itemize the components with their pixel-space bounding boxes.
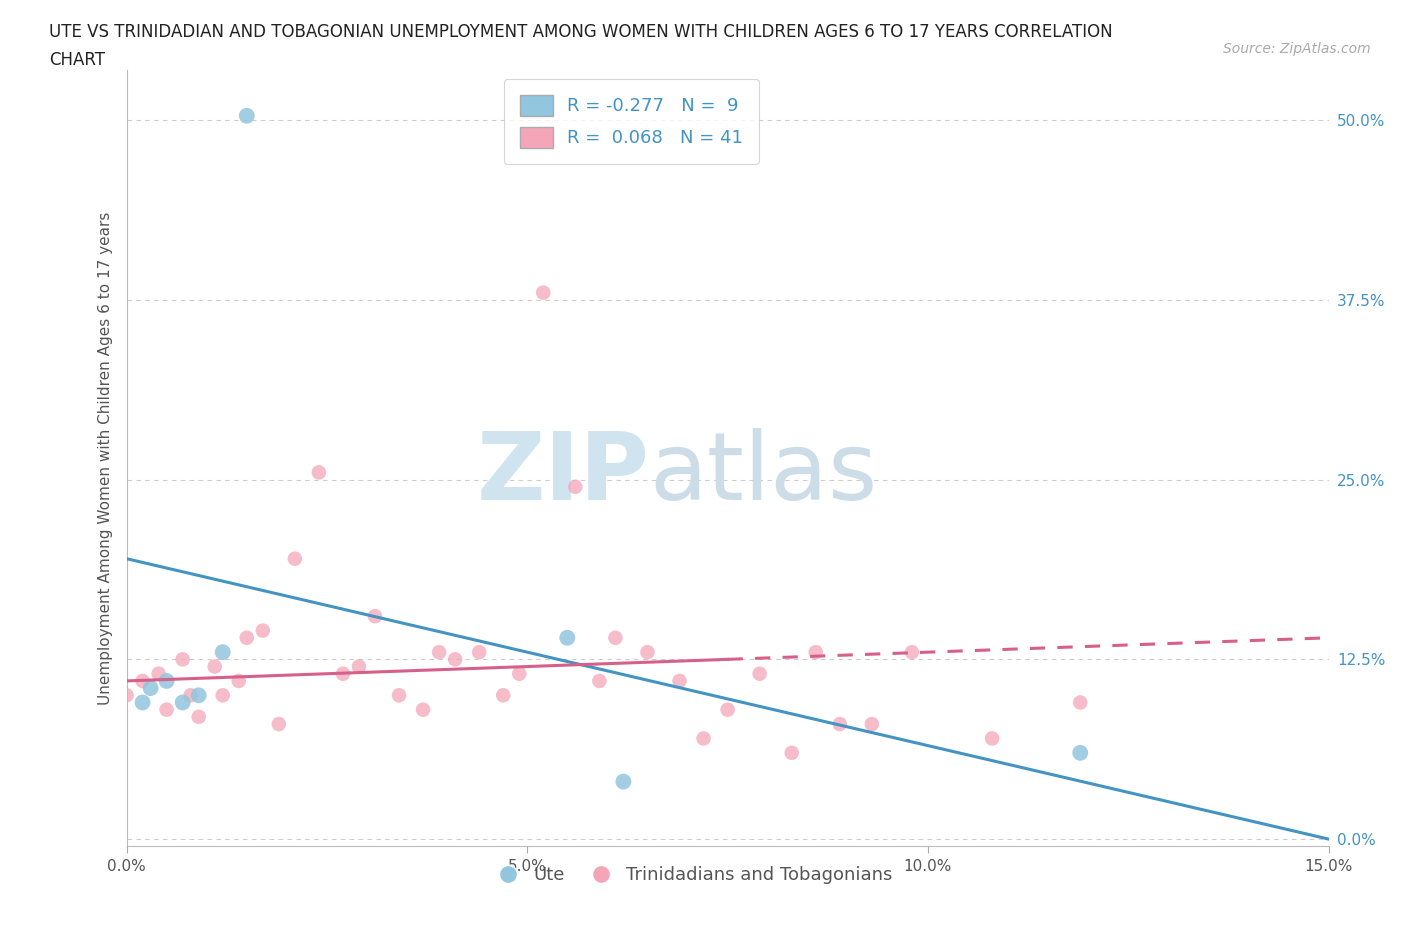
Text: ZIP: ZIP [477,428,650,520]
Text: Source: ZipAtlas.com: Source: ZipAtlas.com [1223,42,1371,56]
Point [901,644,924,659]
Legend: Ute, Trinidadians and Tobagonians: Ute, Trinidadians and Tobagonians [484,859,900,892]
Point [780,745,803,760]
Text: CHART: CHART [49,51,105,69]
Point [388,688,411,703]
Point [332,666,354,681]
Point [267,717,290,732]
Point [716,702,740,717]
Point [468,644,491,659]
Point [531,286,554,300]
Point [605,631,627,645]
Point [444,652,467,667]
Point [187,710,209,724]
Point [228,673,250,688]
Point [557,631,579,645]
Point [412,702,434,717]
Point [364,609,387,624]
Text: UTE VS TRINIDADIAN AND TOBAGONIAN UNEMPLOYMENT AMONG WOMEN WITH CHILDREN AGES 6 : UTE VS TRINIDADIAN AND TOBAGONIAN UNEMPL… [49,23,1112,41]
Point [180,688,202,703]
Point [564,479,586,494]
Text: atlas: atlas [650,428,877,520]
Point [211,644,233,659]
Point [427,644,450,659]
Point [115,688,138,703]
Point [155,673,177,688]
Point [204,659,226,674]
Point [692,731,714,746]
Point [172,695,194,710]
Point [308,465,330,480]
Point [860,717,883,732]
Point [187,688,209,703]
Point [1069,695,1091,710]
Point [636,644,658,659]
Point [508,666,530,681]
Point [1069,745,1091,760]
Point [612,774,634,789]
Point [155,702,177,717]
Point [492,688,515,703]
Point [828,717,851,732]
Point [148,666,170,681]
Point [284,551,307,566]
Point [235,631,259,645]
Point [748,666,770,681]
Point [981,731,1004,746]
Point [668,673,690,688]
Point [131,673,153,688]
Point [588,673,610,688]
Y-axis label: Unemployment Among Women with Children Ages 6 to 17 years: Unemployment Among Women with Children A… [98,211,114,705]
Point [139,681,162,696]
Point [347,659,370,674]
Point [235,108,259,123]
Point [131,695,153,710]
Point [252,623,274,638]
Point [172,652,194,667]
Point [211,688,233,703]
Point [804,644,827,659]
